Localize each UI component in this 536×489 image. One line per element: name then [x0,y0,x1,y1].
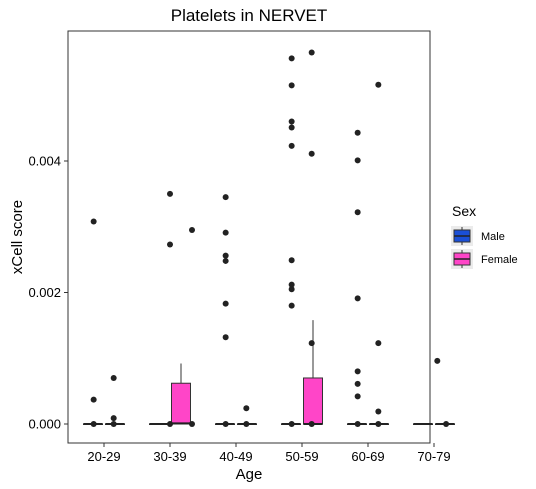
data-point [90,396,97,403]
x-axis-title: Age [236,466,263,483]
x-tick-label: 50-59 [285,449,318,464]
data-point [222,421,229,427]
data-point [354,129,361,136]
x-tick-label: 20-29 [87,449,120,464]
points-layer [90,49,450,427]
data-point [222,257,229,264]
plot-panel [67,30,431,444]
data-point [288,281,295,288]
data-point [354,421,361,427]
plot-layer: 0.000 0.002 0.004 20-29 30-39 40-49 50-59 60-6… [28,30,455,464]
x-tick-label: 70-79 [417,449,450,464]
data-point [222,194,229,201]
data-point [354,393,361,400]
legend-title: Sex [452,203,476,219]
data-point [243,405,250,412]
data-point [308,340,315,347]
data-point [222,252,229,259]
x-tick-label: 30-39 [153,449,186,464]
data-point [288,82,295,89]
data-point [375,81,382,88]
data-point [354,209,361,216]
y-tick-label: 0.002 [28,285,61,300]
data-point [288,118,295,125]
y-axis-title: xCell score [9,200,26,274]
box-male-70-79 [413,423,433,425]
x-tick-label: 60-69 [351,449,384,464]
data-point [189,421,195,427]
data-point [90,421,97,427]
data-point [222,300,229,307]
box-body [171,382,191,425]
data-point [110,415,117,422]
data-point [375,340,382,347]
x-tick-label: 40-49 [219,449,252,464]
data-point [308,150,315,157]
data-point [189,227,195,234]
data-point [288,257,295,264]
data-point [288,55,295,62]
data-point [308,49,315,56]
data-point [167,421,173,427]
data-point [354,157,361,164]
y-tick-label: 0.000 [28,417,61,432]
legend: Sex Male Female [451,203,518,269]
box-male-30-39 [149,423,169,425]
y-axis: 0.000 0.002 0.004 [28,154,68,432]
data-point [90,218,97,225]
data-point [434,357,441,364]
data-point [110,421,117,427]
legend-label-female: Female [481,254,518,266]
data-point [308,421,315,427]
chart-title: Platelets in NERVET [171,6,328,25]
data-point [167,241,173,248]
data-point [110,374,117,381]
data-point [354,380,361,387]
data-point [354,295,361,302]
box-female-30-39 [171,363,191,425]
data-point [288,421,295,427]
legend-label-male: Male [481,231,505,243]
data-point [288,124,295,131]
data-point [222,334,229,341]
data-point [288,142,295,149]
data-point [354,368,361,375]
data-point [443,421,450,427]
data-point [222,229,229,236]
legend-item-female: Female [451,249,518,269]
box-body [303,377,323,425]
data-point [375,408,382,415]
data-point [288,302,295,309]
data-point [288,286,295,293]
data-point [243,421,250,427]
data-point [375,421,382,427]
y-tick-label: 0.004 [28,154,61,169]
x-axis: 20-29 30-39 40-49 50-59 60-69 70-79 [87,443,451,464]
data-point [167,190,173,197]
legend-item-male: Male [451,226,505,246]
